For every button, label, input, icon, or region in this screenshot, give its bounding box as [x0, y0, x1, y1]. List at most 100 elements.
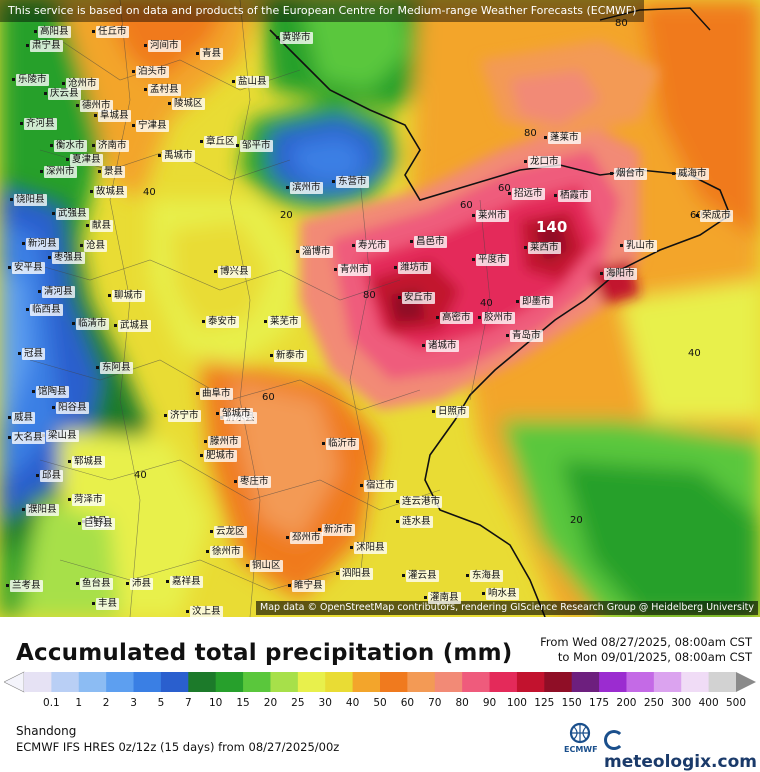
scale-swatch [325, 672, 354, 692]
city-label: 宿迁市 [360, 480, 397, 492]
contour-label: 60 [498, 183, 511, 194]
city-label: 沭阳县 [350, 542, 387, 554]
chart-title: Accumulated total precipitation (mm) [16, 640, 513, 666]
city-label: 青岛市 [506, 330, 543, 342]
city-label: 日照市 [432, 406, 469, 418]
city-label: 睢宁县 [288, 580, 325, 592]
scale-swatch [352, 672, 381, 692]
city-label: 平度市 [472, 254, 509, 266]
city-label: 邳州市 [286, 532, 323, 544]
city-label: 荣成市 [696, 210, 733, 222]
scale-label: 175 [589, 697, 610, 709]
city-label: 蓬莱市 [544, 132, 581, 144]
city-label: 武城县 [114, 320, 151, 332]
scale-label: 150 [561, 697, 582, 709]
contour-label: 80 [524, 128, 537, 139]
meteologix-text: meteologix.com [604, 752, 757, 772]
city-label: 滨州市 [286, 182, 323, 194]
city-label: 新泰市 [270, 350, 307, 362]
city-label: 胶州市 [478, 312, 515, 324]
scale-swatch [188, 672, 217, 692]
scale-label: 90 [482, 697, 497, 709]
contour-label: 40 [480, 298, 493, 309]
peak-precip-label: 140 [536, 218, 568, 236]
scale-swatch [599, 672, 627, 692]
contour-label: 80 [363, 290, 376, 301]
scale-label: 200 [616, 697, 637, 709]
scale-swatch [626, 672, 655, 692]
city-label: 寿光市 [352, 240, 389, 252]
city-label: 庆云县 [44, 88, 81, 100]
scale-swatch [160, 672, 189, 692]
scale-label: 1 [75, 697, 83, 709]
city-label: 潍坊市 [394, 262, 431, 274]
city-label: 武强县 [52, 208, 89, 220]
city-label: 曲阜市 [196, 388, 233, 400]
scale-swatch [78, 672, 107, 692]
scale-swatch [462, 672, 491, 692]
city-label: 德州市 [76, 100, 113, 112]
city-label: 云龙区 [210, 526, 247, 538]
scale-label: 0.1 [43, 697, 60, 709]
city-label: 肃宁县 [26, 40, 63, 52]
city-label: 即墨市 [516, 296, 553, 308]
map-attribution[interactable]: Map data © OpenStreetMap contributors, r… [256, 601, 758, 615]
contour-label: 40 [134, 470, 147, 481]
city-label: 鱼台县 [76, 578, 113, 590]
scale-swatch [681, 672, 710, 692]
city-label: 莱州市 [472, 210, 509, 222]
city-label: 济南市 [92, 140, 129, 152]
city-label: 章丘区 [200, 136, 237, 148]
city-label: 深州市 [40, 166, 77, 178]
scale-arrow-right [736, 672, 756, 692]
scale-label: 250 [643, 697, 664, 709]
city-label: 邹平市 [236, 140, 273, 152]
scale-swatch [544, 672, 573, 692]
city-label: 阳谷县 [52, 402, 89, 414]
city-label: 濮阳县 [22, 504, 59, 516]
coastline [269, 29, 731, 617]
color-scale-bar [4, 671, 756, 693]
scale-label: 80 [455, 697, 469, 709]
city-label: 龙口市 [524, 156, 561, 168]
city-label: 冠县 [17, 348, 46, 360]
city-label: 威县 [7, 412, 36, 424]
contour-label: 20 [280, 210, 293, 221]
city-label: 饶阳县 [10, 194, 47, 206]
precipitation-map[interactable]: This service is based on data and produc… [0, 0, 760, 617]
meteologix-logo[interactable]: meteologix.com [604, 730, 760, 772]
scale-swatch [516, 672, 545, 692]
city-label: 泰安市 [202, 316, 239, 328]
scale-swatch [407, 672, 436, 692]
city-label: 莱芜市 [264, 316, 301, 328]
county-borders [19, 0, 491, 617]
contour-label: 60 [262, 392, 275, 403]
city-label: 邹城市 [216, 408, 253, 420]
city-label: 泊头市 [132, 66, 169, 78]
scale-label: 5 [157, 697, 165, 709]
city-label: 郓城县 [68, 456, 105, 468]
city-label: 安平县 [8, 262, 45, 274]
model-info: ECMWF IFS HRES 0z/12z (15 days) from 08/… [16, 740, 340, 754]
city-label: 滕州市 [204, 436, 241, 448]
time-range: From Wed 08/27/2025, 08:00am CST to Mon … [540, 635, 752, 665]
city-label: 肥城市 [200, 450, 237, 462]
city-label: 献县 [85, 220, 114, 232]
scale-swatch [297, 672, 326, 692]
city-label: 灌云县 [402, 570, 439, 582]
ecmwf-brand: ECMWF [564, 745, 598, 754]
ecmwf-attribution: This service is based on data and produc… [0, 0, 645, 22]
scale-label: 2 [102, 697, 110, 709]
city-label: 招远市 [508, 188, 545, 200]
scale-swatch [571, 672, 600, 692]
contour-label: 60 [460, 200, 473, 211]
scale-swatch [51, 672, 80, 692]
scale-swatch [133, 672, 162, 692]
scale-label: 3 [130, 697, 137, 709]
legend-panel: Accumulated total precipitation (mm) Fro… [0, 617, 760, 772]
contour-label: 40 [688, 348, 701, 359]
contour-label: 40 [143, 187, 156, 198]
city-label: 沧州市 [62, 78, 99, 90]
contour-label: 80 [615, 18, 628, 29]
city-label: 东营市 [332, 176, 369, 188]
